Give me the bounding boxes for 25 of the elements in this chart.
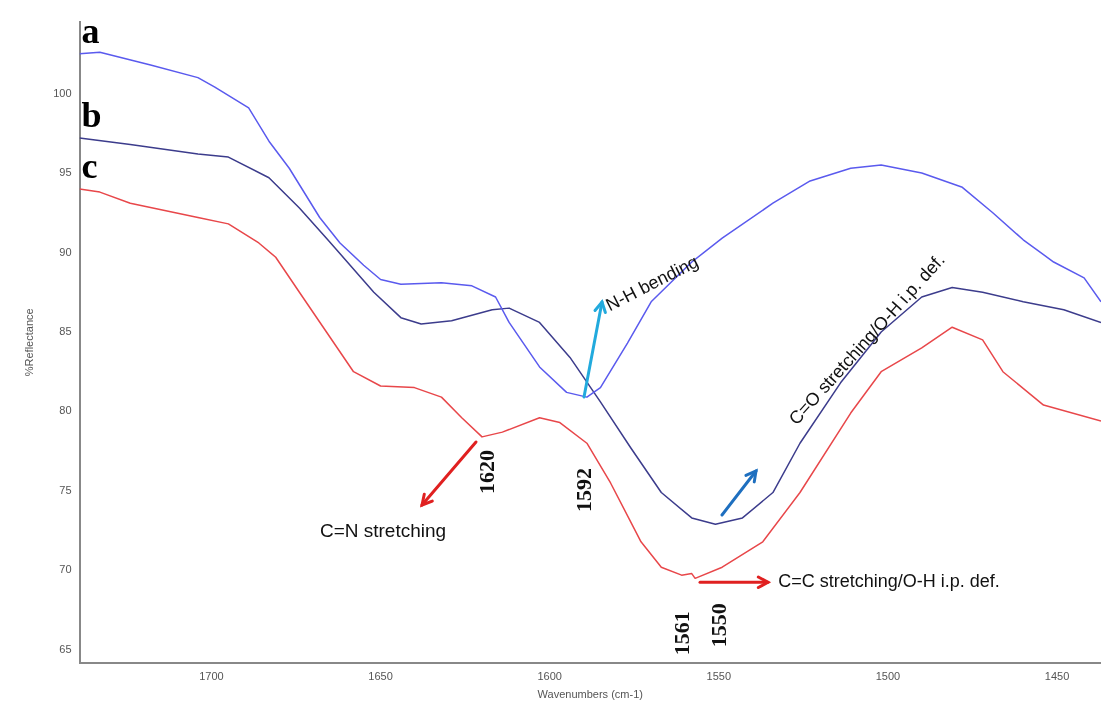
y-tick-label: 85 — [59, 325, 72, 337]
annotation: 1561 — [669, 611, 695, 656]
x-tick-label: 1550 — [706, 670, 732, 683]
y-tick-label: 65 — [59, 642, 72, 655]
y-tick-label: 95 — [59, 166, 72, 179]
series-label: b — [81, 95, 102, 136]
y-tick-label: 75 — [59, 483, 72, 496]
series-label: c — [81, 146, 98, 187]
y-tick-label: 80 — [59, 404, 72, 417]
annotation: C=C stretching/O-H i.p. def. — [778, 571, 1000, 592]
y-tick-label: 90 — [59, 245, 72, 258]
x-tick-label: 1600 — [537, 670, 562, 683]
x-axis-title: Wavenumbers (cm-1) — [537, 688, 643, 701]
x-tick-label: 1450 — [1044, 670, 1070, 683]
annotation: 1550 — [706, 603, 732, 648]
annotation: 1592 — [570, 468, 596, 512]
y-tick-label: 70 — [59, 563, 72, 576]
annotation: 1620 — [473, 449, 499, 494]
series-label: a — [81, 11, 100, 52]
y-tick-label: 100 — [53, 86, 72, 99]
annotation: C=N stretching — [319, 520, 447, 542]
y-axis-title: %Reflectance — [22, 308, 35, 377]
x-tick-label: 1650 — [368, 670, 393, 683]
x-tick-label: 1500 — [875, 670, 901, 683]
x-tick-label: 1700 — [199, 670, 224, 683]
